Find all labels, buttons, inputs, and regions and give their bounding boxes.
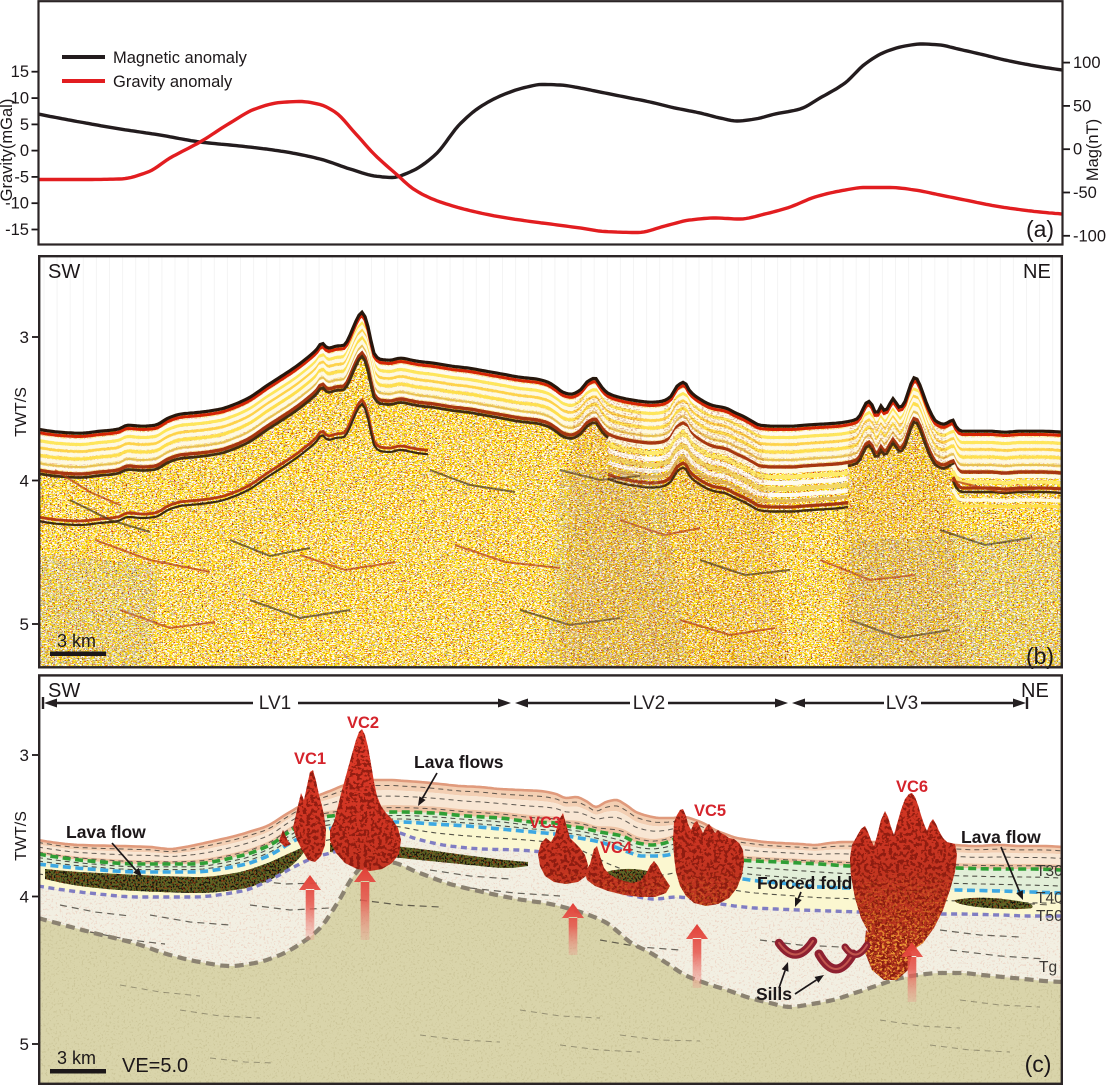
- svg-text:Magnetic anomaly: Magnetic anomaly: [113, 49, 248, 67]
- svg-text:VE=5.0: VE=5.0: [122, 1055, 188, 1077]
- svg-text:3 km: 3 km: [57, 1048, 96, 1068]
- svg-text:Lava flow: Lava flow: [66, 822, 146, 842]
- svg-text:Tg: Tg: [1039, 959, 1057, 976]
- svg-text:50: 50: [1073, 97, 1091, 115]
- svg-text:5: 5: [20, 1035, 29, 1054]
- svg-text:100: 100: [1073, 54, 1101, 72]
- svg-text:VC5: VC5: [694, 802, 726, 820]
- svg-text:5: 5: [20, 615, 29, 634]
- svg-text:Gravity(mGal): Gravity(mGal): [0, 99, 16, 202]
- svg-text:SW: SW: [48, 680, 80, 702]
- svg-text:T30: T30: [1036, 863, 1063, 880]
- svg-text:Lava flow: Lava flow: [961, 827, 1041, 847]
- svg-text:10: 10: [11, 90, 29, 108]
- svg-text:VC4: VC4: [600, 839, 633, 857]
- svg-text:3: 3: [20, 328, 29, 347]
- svg-text:NE: NE: [1021, 680, 1049, 702]
- svg-text:TWT/S: TWT/S: [13, 387, 30, 437]
- svg-text:Sills: Sills: [756, 984, 792, 1004]
- svg-text:Forced fold: Forced fold: [757, 873, 852, 893]
- svg-text:Lava flows: Lava flows: [414, 752, 504, 772]
- svg-text:VC3: VC3: [529, 814, 561, 832]
- svg-text:(c): (c): [1025, 1051, 1052, 1077]
- svg-text:LV2: LV2: [633, 693, 665, 714]
- svg-text:LV1: LV1: [259, 693, 291, 714]
- svg-text:3: 3: [20, 746, 29, 765]
- svg-text:4: 4: [20, 888, 29, 907]
- svg-text:-50: -50: [1073, 184, 1097, 202]
- svg-text:5: 5: [20, 116, 29, 134]
- svg-text:VC6: VC6: [896, 778, 928, 796]
- svg-text:(a): (a): [1026, 216, 1054, 242]
- svg-text:Gravity anomaly: Gravity anomaly: [113, 73, 233, 91]
- svg-text:Mag(nT): Mag(nT): [1084, 119, 1102, 181]
- svg-text:TWT/S: TWT/S: [13, 811, 30, 861]
- svg-text:VC1: VC1: [294, 750, 326, 768]
- svg-text:(b): (b): [1026, 643, 1054, 669]
- svg-text:LV3: LV3: [886, 693, 918, 714]
- svg-text:0: 0: [20, 142, 29, 160]
- svg-text:-100: -100: [1073, 227, 1106, 245]
- svg-text:NE: NE: [1023, 261, 1051, 283]
- svg-text:4: 4: [20, 472, 29, 491]
- svg-text:T40: T40: [1036, 890, 1063, 907]
- svg-text:-15: -15: [5, 221, 29, 239]
- svg-text:T50: T50: [1036, 908, 1063, 925]
- svg-text:VC2: VC2: [347, 714, 379, 732]
- svg-text:3 km: 3 km: [57, 631, 96, 651]
- svg-text:0: 0: [1073, 141, 1082, 159]
- svg-text:-10: -10: [5, 195, 29, 213]
- svg-text:15: 15: [11, 63, 29, 81]
- svg-text:SW: SW: [48, 261, 80, 283]
- svg-text:-5: -5: [14, 168, 29, 186]
